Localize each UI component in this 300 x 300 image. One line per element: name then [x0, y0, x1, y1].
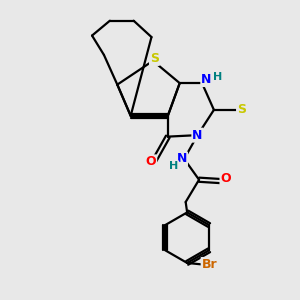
Text: Br: Br: [202, 258, 217, 271]
Text: S: S: [150, 52, 159, 65]
Text: N: N: [177, 152, 187, 165]
Text: O: O: [146, 155, 156, 168]
Text: S: S: [237, 103, 246, 116]
Text: N: N: [192, 129, 203, 142]
Text: H: H: [169, 161, 178, 171]
Text: N: N: [201, 73, 212, 86]
Text: H: H: [213, 72, 222, 82]
Text: O: O: [220, 172, 231, 185]
